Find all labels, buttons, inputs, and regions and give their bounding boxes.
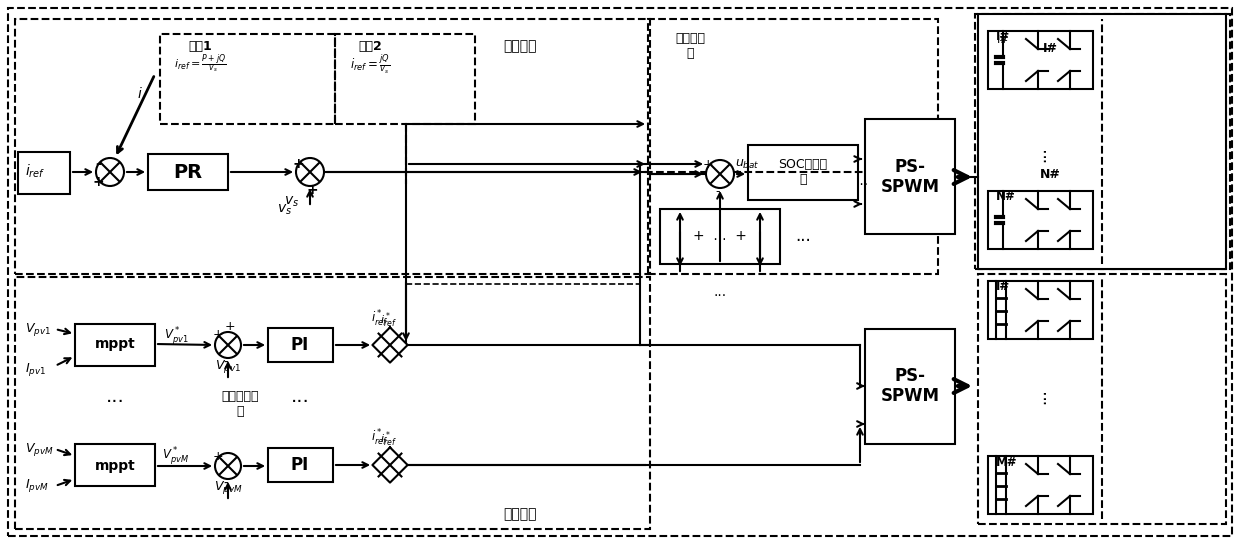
- Text: $v_s$: $v_s$: [277, 203, 291, 217]
- Text: 模式2: 模式2: [358, 40, 382, 53]
- Text: +  ...  +: + ... +: [693, 229, 746, 243]
- Circle shape: [95, 158, 124, 186]
- Text: $i_{ref}^*$: $i_{ref}^*$: [371, 428, 389, 448]
- Bar: [74, 324, 155, 366]
- Text: $V_{pvM}$: $V_{pvM}$: [213, 479, 242, 496]
- Bar: [866, 329, 955, 444]
- Circle shape: [706, 160, 734, 188]
- Text: mppt: mppt: [94, 459, 135, 473]
- Text: $i_{ref}^*$: $i_{ref}^*$: [371, 309, 389, 329]
- Text: ...: ...: [1030, 388, 1049, 404]
- Text: N#: N#: [1039, 168, 1060, 181]
- Bar: [660, 209, 780, 264]
- Bar: [866, 119, 955, 234]
- Text: $V_{pv1}$: $V_{pv1}$: [25, 320, 51, 337]
- Circle shape: [296, 158, 324, 186]
- Text: +: +: [703, 158, 713, 170]
- Bar: [978, 274, 1226, 524]
- Bar: [988, 191, 1092, 249]
- Bar: [15, 277, 650, 529]
- Bar: [19, 152, 69, 194]
- Text: ...: ...: [856, 174, 868, 188]
- Bar: [988, 31, 1092, 89]
- Text: $i$: $i$: [138, 86, 143, 102]
- Text: +: +: [293, 157, 304, 171]
- Text: $V_{pv1}$: $V_{pv1}$: [215, 358, 241, 375]
- Bar: [268, 328, 334, 362]
- Text: $i_{ref}^*$: $i_{ref}^*$: [379, 311, 397, 330]
- Bar: [649, 19, 937, 274]
- Text: PS-
SPWM: PS- SPWM: [880, 158, 940, 196]
- Bar: [975, 14, 1230, 269]
- Text: $v_s$: $v_s$: [284, 195, 300, 209]
- Text: PI: PI: [291, 336, 309, 354]
- Bar: [978, 19, 1226, 269]
- Text: $V_{pvM}$: $V_{pvM}$: [25, 441, 53, 458]
- Bar: [160, 34, 335, 124]
- Text: 蓄电池控
制: 蓄电池控 制: [675, 32, 706, 60]
- Text: ...: ...: [795, 227, 811, 245]
- Text: ...: ...: [1030, 146, 1049, 162]
- Bar: [74, 444, 155, 486]
- Text: ...: ...: [290, 386, 309, 405]
- Text: $i_{ref}=\frac{jQ}{v_s}$: $i_{ref}=\frac{jQ}{v_s}$: [350, 52, 391, 76]
- Text: +: +: [306, 183, 317, 197]
- Text: $I_{pv1}$: $I_{pv1}$: [25, 361, 46, 378]
- Text: I#: I#: [997, 35, 1009, 45]
- Text: $i_{ref}=\frac{P+jQ}{v_s}$: $i_{ref}=\frac{P+jQ}{v_s}$: [174, 53, 226, 76]
- Text: 光伏电池控
制: 光伏电池控 制: [221, 390, 259, 418]
- Text: I#: I#: [996, 30, 1011, 44]
- Text: $V_{pv1}^*$: $V_{pv1}^*$: [164, 325, 188, 347]
- Text: -: -: [715, 186, 720, 199]
- Bar: [988, 456, 1092, 514]
- Text: +: +: [92, 175, 104, 189]
- Text: $i_{ref}$: $i_{ref}$: [25, 162, 46, 180]
- Text: mppt: mppt: [94, 337, 135, 351]
- Bar: [15, 19, 650, 274]
- Text: +: +: [213, 449, 223, 462]
- Text: $u_{bat}$: $u_{bat}$: [735, 157, 760, 171]
- Bar: [335, 34, 475, 124]
- Text: -: -: [223, 356, 228, 370]
- Bar: [748, 145, 858, 200]
- Text: PR: PR: [174, 163, 202, 182]
- Text: $I_{pvM}$: $I_{pvM}$: [25, 478, 48, 494]
- Text: N#: N#: [996, 190, 1016, 203]
- Circle shape: [215, 453, 241, 479]
- Text: -: -: [223, 477, 228, 491]
- Bar: [978, 14, 1226, 269]
- Bar: [988, 24, 1073, 84]
- Text: 下层控制: 下层控制: [503, 507, 537, 521]
- Text: +: +: [224, 320, 236, 333]
- Polygon shape: [372, 447, 408, 483]
- Text: PS-
SPWM: PS- SPWM: [880, 367, 940, 405]
- Text: $V_{pvM}^*$: $V_{pvM}^*$: [162, 445, 190, 467]
- Text: SOC均衡控
制: SOC均衡控 制: [779, 158, 827, 186]
- Text: $i_{ref}^*$: $i_{ref}^*$: [379, 429, 397, 449]
- Bar: [148, 154, 228, 190]
- Polygon shape: [372, 327, 408, 363]
- Text: M#: M#: [996, 455, 1018, 468]
- Text: 模式1: 模式1: [188, 40, 212, 53]
- Text: I#: I#: [1043, 42, 1058, 55]
- Bar: [988, 281, 1092, 339]
- Text: ...: ...: [105, 386, 124, 405]
- Text: 上层控制: 上层控制: [503, 39, 537, 53]
- Bar: [268, 448, 334, 482]
- Circle shape: [215, 332, 241, 358]
- Text: I#: I#: [996, 281, 1011, 294]
- Text: +: +: [213, 329, 223, 342]
- Text: -: -: [95, 157, 100, 171]
- Text: ...: ...: [713, 285, 727, 299]
- Text: PI: PI: [291, 456, 309, 474]
